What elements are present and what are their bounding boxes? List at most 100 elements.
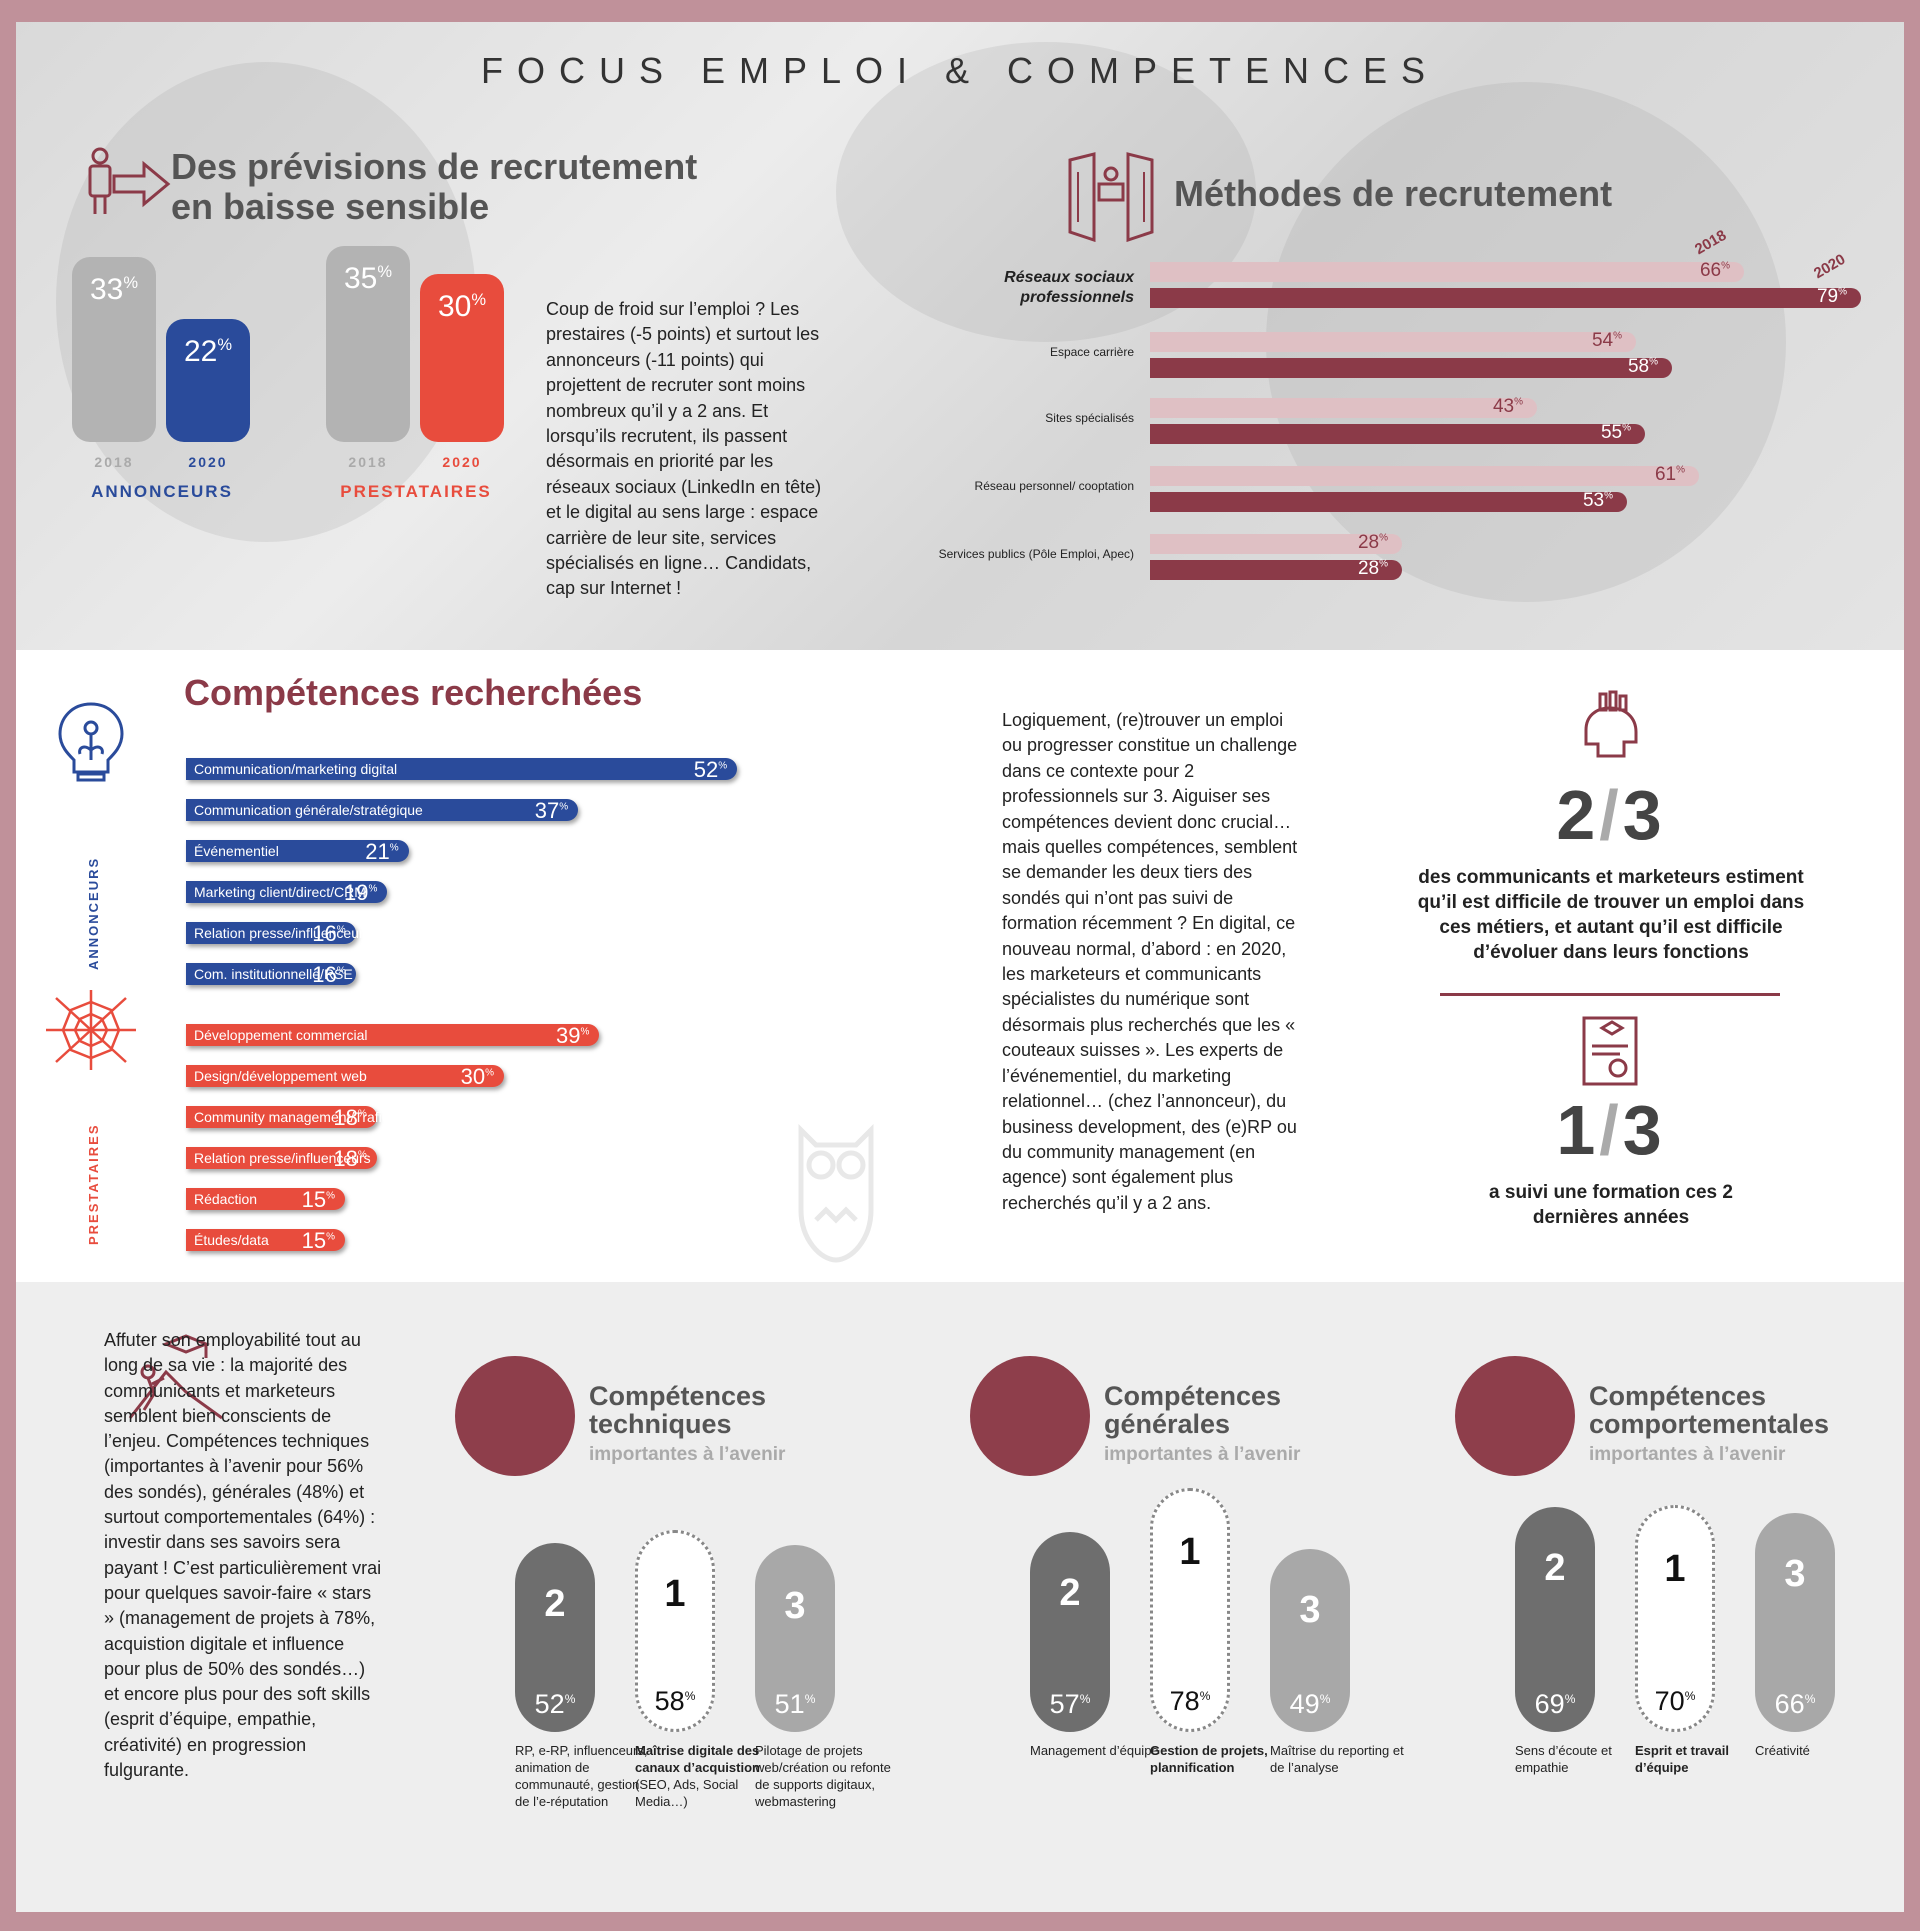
section-future-skills: Affuter son employabilité tout au long d… — [16, 1282, 1904, 1912]
infographic: FOCUS EMPLOI & COMPETENCES Des prévision… — [16, 22, 1904, 1912]
bar-value-label: 15% — [301, 1187, 335, 1212]
bar-value-label: 16% — [312, 962, 346, 987]
bar-value-label: 18% — [333, 1146, 367, 1171]
bar-annonceurs-2018: 33% — [72, 257, 156, 442]
skill-label: Pilotage de projets web/création ou refo… — [755, 1742, 895, 1810]
skill-label: Management d’équipe — [1030, 1742, 1170, 1759]
year-label: 2020 — [442, 454, 482, 470]
stat2-numerator: 1 — [1556, 1091, 1600, 1169]
skill-label: Design/développement web — [194, 1068, 367, 1084]
skill-label-detail: RP, e-RP, influenceurs, animation de com… — [515, 1743, 648, 1809]
category-title: Compétences — [1104, 1381, 1282, 1411]
bar-value-label: 28% — [1357, 532, 1388, 553]
year-label: 2018 — [348, 454, 388, 470]
stat2-denominator: 3 — [1622, 1091, 1666, 1169]
skill-label: Communication/marketing digital — [194, 761, 398, 777]
group-label-annonceurs: ANNONCEURS — [91, 482, 233, 501]
rank-3-pill: 3 66% — [1755, 1513, 1835, 1732]
year-label: 2018 — [94, 454, 134, 470]
bar-value-label: 28% — [1357, 558, 1388, 579]
category-icon-circle — [455, 1356, 575, 1476]
rank-1-pill: 1 58% — [635, 1530, 715, 1732]
skill-label-bold: Esprit et travail d’équipe — [1635, 1743, 1729, 1775]
rank-number: 1 — [1664, 1548, 1686, 1590]
skill-label: Maîtrise du reporting et de l’analyse — [1270, 1742, 1410, 1776]
skill-bar: Communication/marketing digital 52% — [186, 757, 738, 782]
bar-2018: 54% — [1150, 330, 1636, 352]
skill-label: Marketing client/direct/CRM — [194, 884, 366, 900]
skill-bar: Relation presse/influenceurs 16% — [186, 921, 371, 946]
bar-value-label: 33% — [89, 273, 139, 307]
skill-label: Relation presse/influenceurs — [194, 925, 371, 941]
skill-bar: Études/data 15% — [186, 1228, 345, 1253]
bar-2020: 58% — [1150, 356, 1672, 378]
recruit-title-line1: Des prévisions de recrutement — [171, 146, 698, 187]
bar-value-label: 18% — [333, 1105, 367, 1130]
category-title: techniques — [589, 1409, 732, 1439]
skill-label-detail: Pilotage de projets web/création ou refo… — [755, 1743, 891, 1809]
bar-value-label: 66% — [1699, 260, 1730, 281]
stat-fraction-2: 1/3 — [1556, 1091, 1666, 1169]
skill-label: Développement commercial — [194, 1027, 368, 1043]
recruit-arrow-icon — [88, 147, 171, 214]
year-label: 2020 — [188, 454, 228, 470]
bar-prestataires-2018: 35% — [326, 246, 410, 442]
pill-value: 58% — [654, 1685, 696, 1716]
rank-number: 2 — [544, 1582, 566, 1625]
pill-value: 78% — [1169, 1685, 1211, 1716]
lightbulb-icon — [58, 702, 124, 782]
skill-label-detail: Maîtrise du reporting et de l’analyse — [1270, 1743, 1404, 1775]
bar-prestataires-2020: 30% — [420, 274, 504, 442]
rank-2-pill: 2 69% — [1515, 1507, 1595, 1732]
category-subtitle: importantes à l’avenir — [589, 1444, 786, 1465]
skill-bar: Community management/Trafic 18% — [186, 1105, 389, 1130]
bar-value-label: 39% — [556, 1023, 590, 1048]
skill-bar: Relation presse/influenceurs 18% — [186, 1146, 377, 1171]
bar-2020: 55% — [1150, 422, 1645, 444]
category-subtitle: importantes à l’avenir — [1589, 1444, 1786, 1465]
methods-title: Méthodes de recrutement — [1174, 173, 1613, 214]
rank-1-pill: 1 70% — [1635, 1505, 1715, 1732]
skill-bar: Rédaction 15% — [186, 1187, 345, 1212]
skill-label-detail: (SEO, Ads, Social Media…) — [635, 1777, 739, 1809]
climber-graduation-icon — [128, 1334, 223, 1420]
skill-label: Événementiel — [194, 843, 279, 859]
rank-number: 1 — [664, 1573, 686, 1616]
category-title: générales — [1104, 1409, 1231, 1439]
skill-label-bold: Maîtrise digitale des canaux d’acquistio… — [635, 1743, 760, 1775]
bar-value-label: 22% — [183, 334, 233, 368]
pill-value: 70% — [1654, 1686, 1696, 1716]
bar-value-label: 53% — [1582, 490, 1613, 511]
pill-value: 66% — [1774, 1688, 1816, 1719]
rank-number: 3 — [1784, 1553, 1806, 1596]
diploma-icon — [1582, 1016, 1638, 1086]
bar-value-label: 54% — [1591, 330, 1622, 351]
method-label: Espace carrière — [1049, 345, 1134, 359]
skill-label: Communication générale/stratégique — [194, 802, 423, 818]
owl-icon — [798, 1123, 874, 1263]
category-title: Compétences — [589, 1381, 767, 1411]
skill-label: Gestion de projets, plannification — [1150, 1742, 1290, 1776]
rank-2-pill: 2 57% — [1030, 1532, 1110, 1732]
category-icon-circle — [1455, 1356, 1575, 1476]
method-label: Réseaux sociaux professionnels — [1004, 269, 1134, 306]
method-label: Services publics (Pôle Emploi, Apec) — [938, 547, 1134, 561]
divider — [1440, 993, 1780, 996]
skill-label-bold: Gestion de projets, plannification — [1150, 1743, 1268, 1775]
stat1-numerator: 2 — [1556, 776, 1600, 854]
bar-2020: 79% — [1150, 286, 1861, 308]
future-paragraph: Affuter son employabilité tout au long d… — [104, 1330, 382, 1781]
head-pencils-icon — [1584, 690, 1638, 758]
stat1-text: des communicants et marketeurs estiment … — [1417, 867, 1805, 963]
bar-value-label: 19% — [344, 880, 378, 905]
bar-annonceurs-2020: 22% — [166, 318, 250, 442]
bar-2018: 61% — [1150, 464, 1699, 486]
bar-value-label: 35% — [343, 262, 393, 295]
skill-label: Maîtrise digitale des canaux d’acquistio… — [635, 1742, 775, 1810]
skill-bar: Marketing client/direct/CRM 19% — [186, 880, 388, 905]
skill-label: Études/data — [194, 1232, 269, 1248]
recruit-paragraph: Coup de froid sur l’emploi ? Les prestai… — [546, 299, 822, 599]
rank-3-pill: 3 49% — [1270, 1549, 1350, 1732]
skills-title: Compétences recherchées — [184, 672, 643, 713]
stat-fraction-1: 2/3 — [1556, 776, 1666, 854]
